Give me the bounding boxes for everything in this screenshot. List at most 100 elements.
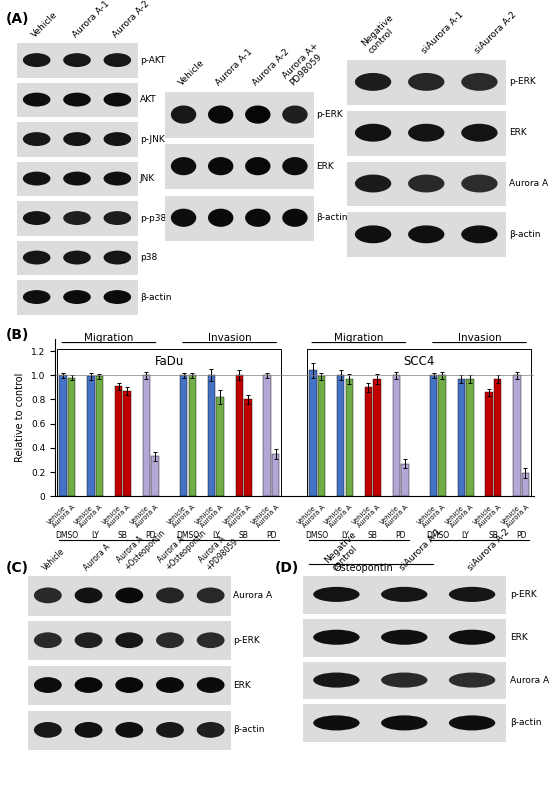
- Ellipse shape: [63, 211, 91, 225]
- Bar: [272, 454, 279, 496]
- Text: β-actin: β-actin: [140, 293, 172, 302]
- Ellipse shape: [75, 633, 102, 648]
- Ellipse shape: [381, 672, 427, 688]
- Bar: [430, 375, 437, 496]
- Text: JNK: JNK: [140, 174, 155, 183]
- Ellipse shape: [103, 132, 131, 146]
- Ellipse shape: [381, 629, 427, 645]
- Text: SB: SB: [118, 531, 128, 540]
- Bar: [180, 375, 188, 496]
- Text: Aurora A: Aurora A: [329, 504, 354, 529]
- Text: Aurora A
+PD98059: Aurora A +PD98059: [197, 529, 240, 572]
- Bar: [68, 378, 75, 496]
- Ellipse shape: [381, 587, 427, 602]
- Text: PD: PD: [395, 531, 406, 540]
- Ellipse shape: [313, 715, 360, 730]
- Bar: [318, 376, 325, 496]
- Ellipse shape: [23, 132, 51, 146]
- Text: PD: PD: [516, 531, 526, 540]
- Text: p-ERK: p-ERK: [510, 590, 537, 599]
- Text: Vehicle: Vehicle: [296, 504, 317, 525]
- Bar: [16, 240, 138, 275]
- Bar: [393, 375, 400, 496]
- Ellipse shape: [461, 225, 498, 243]
- Text: Negative
control: Negative control: [323, 529, 365, 572]
- Ellipse shape: [63, 172, 91, 186]
- Text: Vehicle: Vehicle: [417, 504, 438, 525]
- Ellipse shape: [245, 106, 271, 123]
- Text: Aurora A
+Osteopontin: Aurora A +Osteopontin: [156, 521, 207, 572]
- Ellipse shape: [449, 715, 496, 730]
- Bar: [365, 387, 372, 496]
- Bar: [87, 376, 95, 496]
- Bar: [337, 375, 344, 496]
- Ellipse shape: [197, 633, 224, 648]
- Text: Aurora A: Aurora A: [509, 179, 548, 188]
- Text: Vehicle: Vehicle: [472, 504, 493, 525]
- Bar: [346, 111, 506, 156]
- Text: SB: SB: [239, 531, 249, 540]
- Bar: [235, 375, 243, 496]
- Bar: [28, 576, 231, 616]
- Ellipse shape: [23, 290, 51, 304]
- Text: Aurora A: Aurora A: [356, 504, 381, 529]
- Text: Negative
control: Negative control: [359, 13, 402, 56]
- Ellipse shape: [381, 715, 427, 730]
- Bar: [165, 195, 314, 241]
- Bar: [346, 161, 506, 207]
- Text: Aurora A: Aurora A: [477, 504, 502, 529]
- Text: p-AKT: p-AKT: [140, 56, 166, 65]
- Text: Aurora A: Aurora A: [134, 504, 159, 529]
- Text: Vehicle: Vehicle: [195, 504, 216, 525]
- Bar: [96, 376, 103, 496]
- Text: Vehicle: Vehicle: [167, 504, 188, 525]
- Ellipse shape: [313, 587, 360, 602]
- Ellipse shape: [208, 209, 233, 227]
- Text: Vehicle: Vehicle: [41, 546, 67, 572]
- Bar: [16, 43, 138, 77]
- Text: Aurora A
+Osteopontin: Aurora A +Osteopontin: [116, 521, 167, 572]
- Text: Vehicle: Vehicle: [379, 504, 400, 525]
- Text: siAurora A-2: siAurora A-2: [473, 10, 518, 56]
- Text: p-ERK: p-ERK: [233, 636, 260, 645]
- Bar: [216, 397, 224, 496]
- Bar: [458, 378, 465, 496]
- Text: p-JNK: p-JNK: [140, 135, 164, 144]
- Ellipse shape: [75, 587, 102, 604]
- Text: Invasion: Invasion: [458, 332, 502, 342]
- Text: SCC4: SCC4: [404, 355, 435, 368]
- Bar: [142, 375, 150, 496]
- Text: Aurora A+
PD98059: Aurora A+ PD98059: [281, 41, 328, 88]
- Bar: [28, 711, 231, 750]
- Bar: [346, 60, 506, 105]
- Text: Vehicle: Vehicle: [129, 504, 151, 525]
- Text: (A): (A): [6, 12, 29, 26]
- Text: β-actin: β-actin: [510, 718, 542, 727]
- Text: PD: PD: [266, 531, 277, 540]
- Text: Vehicle: Vehicle: [250, 504, 271, 525]
- Ellipse shape: [75, 722, 102, 738]
- Text: Aurora A: Aurora A: [510, 675, 549, 684]
- Ellipse shape: [63, 132, 91, 146]
- Ellipse shape: [103, 211, 131, 225]
- Bar: [466, 378, 474, 496]
- Bar: [16, 82, 138, 117]
- Ellipse shape: [63, 251, 91, 265]
- Bar: [57, 349, 282, 496]
- Text: Migration: Migration: [334, 332, 383, 342]
- Ellipse shape: [156, 677, 184, 693]
- Text: Aurora A-1: Aurora A-1: [214, 48, 255, 88]
- Text: Vehicle: Vehicle: [351, 504, 373, 525]
- Ellipse shape: [208, 106, 233, 123]
- Bar: [345, 378, 353, 496]
- Bar: [302, 576, 506, 613]
- Text: Aurora A: Aurora A: [172, 504, 196, 529]
- Ellipse shape: [313, 629, 360, 645]
- Ellipse shape: [103, 93, 131, 107]
- Ellipse shape: [116, 587, 143, 604]
- Text: Vehicle: Vehicle: [74, 504, 95, 525]
- Bar: [189, 375, 196, 496]
- Text: SB: SB: [488, 531, 498, 540]
- Ellipse shape: [408, 225, 444, 243]
- Ellipse shape: [63, 93, 91, 107]
